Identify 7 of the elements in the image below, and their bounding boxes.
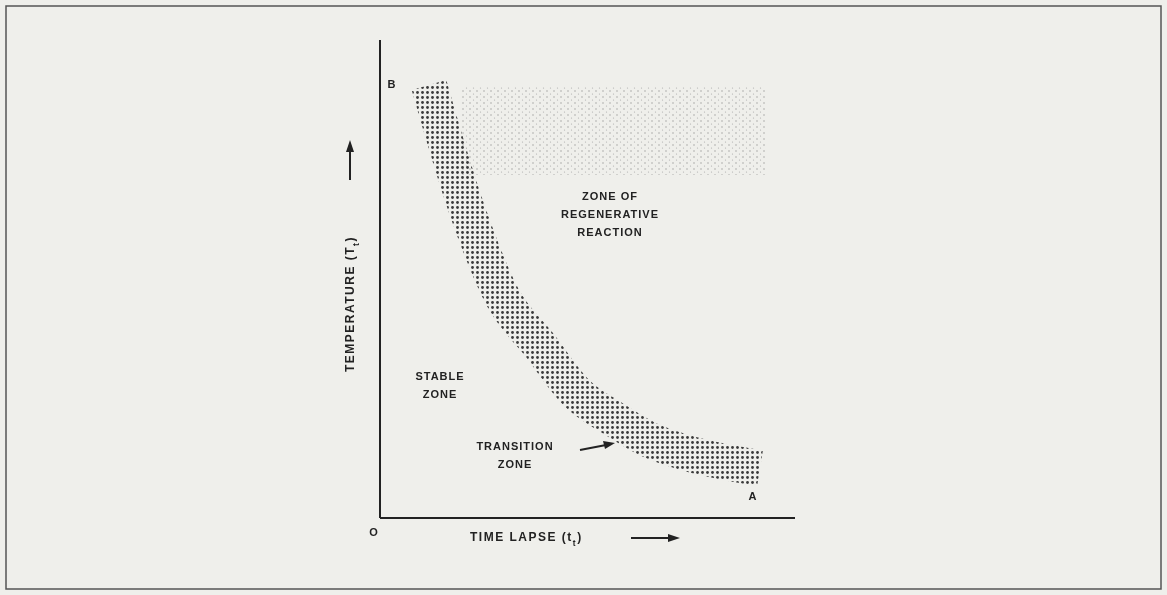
text: O <box>369 526 379 538</box>
annotation: A <box>748 490 758 502</box>
x-axis-title: TIME LAPSE (t$_{t}$) <box>470 530 583 548</box>
annotation: B <box>387 78 397 90</box>
annotation: STABLE ZONE <box>415 370 465 400</box>
annotation: TRANSITION ZONE <box>476 440 554 470</box>
annotation: ZONE OF REGENERATIVE REACTION <box>561 190 659 238</box>
